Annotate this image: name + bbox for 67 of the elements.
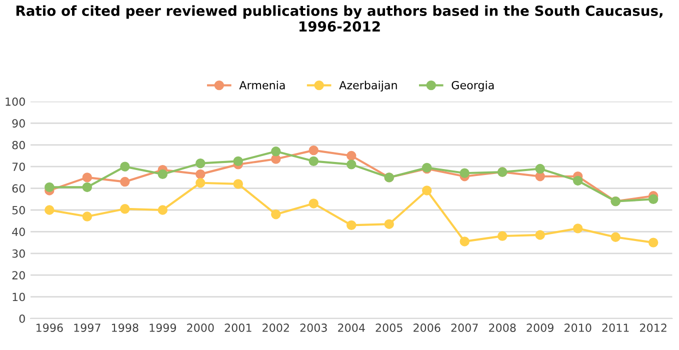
x-tick-label: 2008: [489, 324, 516, 332]
point: [498, 231, 508, 241]
x-tick-label: 1998: [112, 324, 138, 332]
legend-label: Armenia: [239, 80, 285, 90]
point: [82, 182, 92, 192]
point: [158, 205, 168, 215]
point: [158, 169, 168, 180]
point: [384, 219, 394, 229]
legend-label: Georgia: [452, 80, 494, 92]
point: [233, 156, 244, 166]
point: [572, 176, 583, 186]
point: [308, 145, 318, 156]
x-tick-label: 2005: [376, 324, 402, 332]
y-tick-label: 40: [12, 228, 25, 236]
y-tick-label: 70: [12, 162, 25, 171]
y-tick-label: 0: [19, 314, 25, 323]
point: [120, 162, 130, 172]
x-tick-label: 1996: [36, 324, 63, 332]
point: [346, 160, 356, 170]
x-tick-label: 1997: [74, 324, 100, 332]
x-tick-label: 2004: [338, 324, 365, 332]
y-tick-label: 80: [12, 140, 25, 150]
y-tick-label: 20: [12, 271, 25, 280]
x-tick-label: 2006: [414, 324, 440, 332]
point: [44, 182, 54, 192]
point: [460, 168, 470, 178]
point: [196, 169, 206, 180]
point: [346, 220, 356, 230]
y-tick-label: 90: [12, 119, 25, 128]
x-tick-label: 2002: [262, 324, 289, 332]
x-tick-label: 2012: [640, 324, 666, 332]
y-tick-label: 100: [6, 97, 25, 106]
point: [120, 204, 130, 214]
y-tick-label: 50: [12, 206, 25, 214]
y-tick-label: 60: [12, 184, 25, 193]
point: [535, 164, 545, 174]
point: [196, 178, 206, 188]
y-tick-label: 10: [12, 292, 25, 302]
x-tick-label: 2003: [300, 324, 327, 332]
point: [610, 232, 620, 242]
point: [346, 150, 356, 161]
point: [120, 176, 130, 187]
point: [233, 179, 244, 189]
point: [82, 172, 92, 182]
point: [460, 236, 470, 246]
point: [82, 212, 92, 222]
point: [648, 194, 658, 204]
legend-label: Azerbaijan: [339, 80, 397, 92]
point: [44, 205, 54, 215]
point: [648, 238, 658, 248]
x-tick-label: 2001: [224, 324, 252, 332]
x-tick-label: 2010: [564, 324, 592, 332]
x-tick-label: 2000: [187, 324, 214, 332]
point: [308, 156, 318, 166]
x-tick-label: 1999: [150, 324, 176, 332]
point: [535, 230, 545, 240]
point: [308, 198, 318, 208]
y-tick-label: 30: [12, 249, 25, 258]
point: [572, 224, 583, 234]
point: [271, 146, 281, 156]
point: [422, 186, 432, 196]
x-tick-label: 2011: [602, 324, 629, 332]
x-tick-label: 2009: [526, 324, 554, 332]
x-tick-label: 2007: [451, 324, 478, 332]
point: [196, 158, 206, 168]
chart-title: Ratio of cited peer reviewed publications by authors based in the South Caucasus, 1996-2012: [16, 5, 662, 32]
point: [271, 209, 281, 220]
